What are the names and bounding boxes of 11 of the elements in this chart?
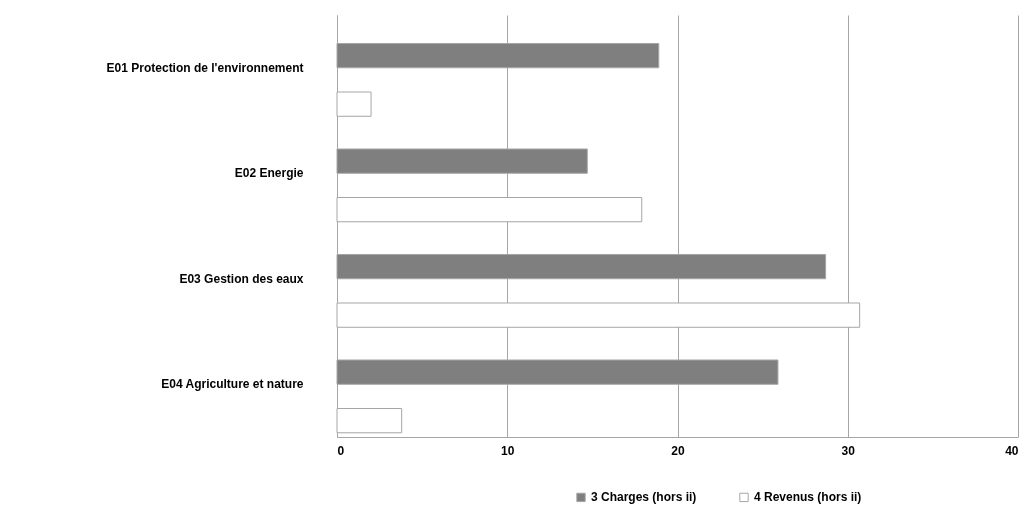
y-tick-label: E04 Agriculture et nature — [161, 377, 304, 392]
x-tick-label: 0 — [337, 443, 345, 458]
x-tick-label: 20 — [671, 443, 685, 458]
y-tick-label: E01 Protection de l'environnement — [106, 60, 304, 75]
legend-label: 3 Charges (hors ii) — [591, 490, 697, 505]
x-tick-label: 40 — [1005, 443, 1019, 458]
y-tick-label: E02 Energie — [234, 166, 304, 181]
x-tick-label: 10 — [501, 443, 515, 458]
y-tick-label: E03 Gestion des eaux — [179, 271, 304, 286]
legend-label: 4 Revenus (hors ii) — [754, 490, 862, 505]
x-tick-label: 30 — [841, 443, 856, 458]
